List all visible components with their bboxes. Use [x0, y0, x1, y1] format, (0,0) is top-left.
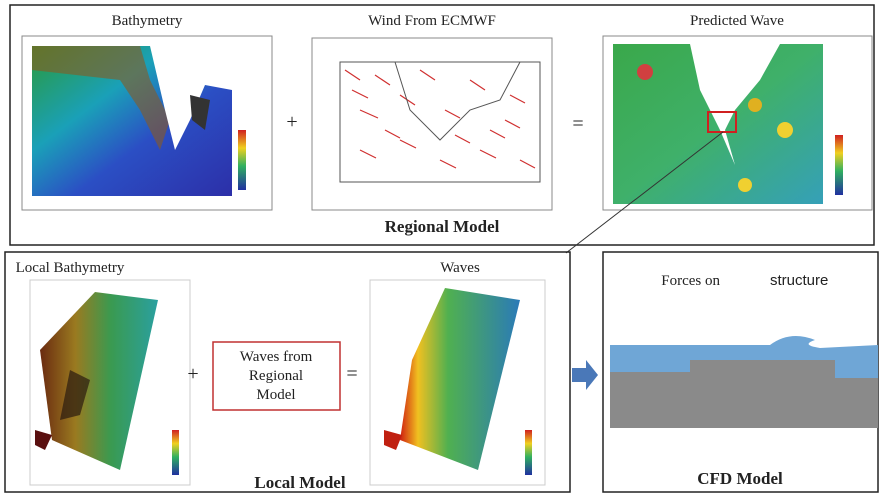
flow-arrow [572, 360, 598, 390]
input-box-text: Model [256, 387, 295, 403]
diagram: Bathymetry Wind From ECMWF Predicted Wav… [0, 0, 883, 495]
panel-title: Local Bathymetry [16, 260, 125, 276]
section-label: CFD Model [697, 469, 783, 488]
section-label: Regional Model [385, 217, 500, 236]
cfd-title: Forces on [661, 273, 720, 289]
bathymetry-image [22, 36, 272, 210]
section-label: Local Model [254, 473, 345, 492]
predicted-wave-image [603, 36, 872, 210]
operator: = [572, 113, 583, 135]
waves-image [370, 280, 545, 485]
panel-title: Bathymetry [112, 13, 183, 29]
wind-image [312, 38, 552, 210]
panel-title: Waves [440, 260, 480, 276]
cfd-title: structure [770, 272, 828, 289]
input-box-text: Waves from [240, 349, 313, 365]
panel-title: Wind From ECMWF [368, 13, 496, 29]
local-bathymetry-image [30, 280, 190, 485]
input-box-text: Regional [249, 368, 303, 384]
cfd-image [610, 336, 878, 428]
panel-title: Predicted Wave [690, 13, 784, 29]
operator: + [286, 111, 297, 133]
operator: + [187, 363, 198, 385]
operator: = [346, 363, 357, 385]
